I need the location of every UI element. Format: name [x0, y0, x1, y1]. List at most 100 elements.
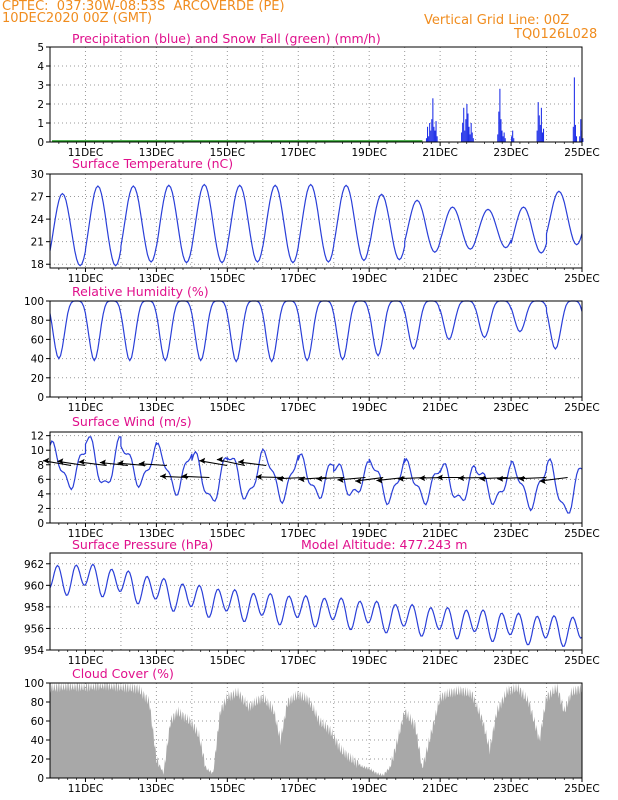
y-tick-label: 100	[24, 678, 44, 690]
panel-temp: 18 21 24 27 30 11DEC 13DEC 15DEC 17DEC 19DEC 21DEC…	[31, 156, 600, 285]
x-tick-label: 19DEC	[351, 783, 386, 795]
x-tick-label: 15DEC	[210, 655, 245, 667]
x-tick-label: 21DEC	[422, 655, 457, 667]
x-tick-label: 11DEC	[68, 528, 103, 540]
panel-title: Surface Temperature (nC)	[72, 156, 233, 171]
precip-bar	[502, 136, 504, 142]
panel-title: Cloud Cover (%)	[72, 666, 174, 681]
precip-bar	[497, 134, 499, 142]
precip-bar	[499, 88, 501, 142]
panel-title: Surface Pressure (hPa)	[72, 537, 213, 552]
x-tick-label: 21DEC	[422, 528, 457, 540]
y-tick-label: 3	[37, 80, 44, 92]
x-tick-label: 19DEC	[351, 273, 386, 285]
cloud-area	[50, 683, 582, 778]
x-tick-label: 13DEC	[139, 655, 174, 667]
y-tick-label: 1	[37, 118, 44, 130]
panel-frame	[49, 300, 583, 398]
panel-frame	[49, 173, 583, 269]
y-tick-label: 30	[31, 169, 44, 181]
x-tick-label: 11DEC	[68, 783, 103, 795]
x-tick-label: 25DEC	[564, 273, 599, 285]
y-tick-label: 0	[37, 137, 44, 149]
precip-bar	[464, 130, 466, 142]
panel-rh: 0 20 40 60 80 100 11DEC 13DEC 15DEC 17DEC 19DEC 21D…	[24, 284, 600, 414]
rh-series	[49, 300, 583, 363]
y-tick-label: 40	[31, 735, 44, 747]
precip-bar	[572, 126, 574, 142]
x-tick-label: 23DEC	[493, 528, 528, 540]
wind-arrow	[337, 476, 366, 483]
precip-bar	[536, 130, 538, 142]
y-tick-label: 10	[31, 445, 44, 457]
wind-arrow	[216, 456, 245, 467]
precip-bar	[427, 126, 429, 142]
y-tick-label: 4	[37, 61, 44, 73]
y-tick-label: 2	[37, 99, 44, 111]
x-tick-label: 23DEC	[493, 147, 528, 159]
x-tick-label: 11DEC	[68, 655, 103, 667]
wind-arrow	[298, 476, 327, 483]
x-tick-label: 13DEC	[139, 402, 174, 414]
y-tick-label: 962	[24, 559, 44, 571]
x-tick-label: 19DEC	[351, 655, 386, 667]
y-tick-label: 6	[37, 474, 44, 486]
x-tick-label: 21DEC	[422, 147, 457, 159]
x-tick-label: 17DEC	[281, 147, 316, 159]
precip-bar	[430, 130, 432, 142]
x-tick-label: 11DEC	[68, 147, 103, 159]
precip-bar	[540, 107, 542, 142]
y-tick-label: 24	[31, 214, 45, 226]
x-tick-label: 21DEC	[422, 402, 457, 414]
wind-arrow	[78, 458, 107, 467]
precip-bar	[466, 104, 468, 142]
y-tick-label: 60	[31, 334, 44, 346]
wind-arrow	[181, 473, 210, 480]
x-tick-label: 25DEC	[564, 528, 599, 540]
panel-frame	[49, 682, 583, 779]
y-tick-label: 12	[31, 431, 44, 443]
x-tick-label: 17DEC	[281, 402, 316, 414]
precip-bar	[428, 136, 430, 142]
y-tick-label: 100	[24, 296, 44, 308]
y-tick-label: 27	[31, 192, 44, 204]
x-tick-label: 17DEC	[281, 783, 316, 795]
x-tick-label: 11DEC	[68, 273, 103, 285]
precip-bar	[542, 128, 545, 142]
x-tick-label: 13DEC	[139, 528, 174, 540]
y-tick-label: 80	[31, 697, 44, 709]
x-tick-label: 17DEC	[281, 655, 316, 667]
precip-bar	[504, 138, 506, 142]
precip-bar	[498, 111, 500, 142]
precip-bar	[513, 138, 515, 142]
precip-bar	[469, 134, 471, 142]
y-tick-label: 20	[31, 754, 44, 766]
precip-bar	[541, 132, 543, 142]
temp-series	[49, 183, 583, 267]
precip-bar	[573, 77, 575, 142]
x-tick-label: 17DEC	[281, 273, 316, 285]
y-tick-label: 4	[37, 489, 44, 501]
precip-bar	[461, 132, 463, 142]
wind-arrow	[518, 475, 547, 482]
y-tick-label: 80	[31, 315, 44, 327]
y-tick-label: 0	[37, 392, 44, 404]
x-tick-label: 15DEC	[210, 402, 245, 414]
precip-bar	[538, 115, 540, 142]
x-tick-label: 19DEC	[351, 402, 386, 414]
y-tick-label: 20	[31, 373, 44, 385]
precip-bar	[511, 136, 513, 142]
precip-bar	[582, 138, 584, 142]
wind-arrow	[199, 457, 228, 467]
precip-bar	[463, 107, 465, 142]
x-tick-label: 11DEC	[68, 402, 103, 414]
wind-arrow	[316, 475, 345, 482]
panel-cloud: 0 20 40 60 80 100 11DEC 13DEC 15DEC 17DEC 19DEC 21D…	[24, 666, 600, 795]
x-tick-label: 23DEC	[493, 783, 528, 795]
panel-title: Relative Humidity (%)	[72, 284, 209, 299]
panel-frame	[49, 46, 583, 143]
y-tick-label: 5	[37, 42, 44, 54]
precip-bar	[470, 123, 472, 142]
grid-note: Vertical Grid Line: 00Z	[424, 13, 570, 28]
precip-bar	[575, 136, 578, 142]
